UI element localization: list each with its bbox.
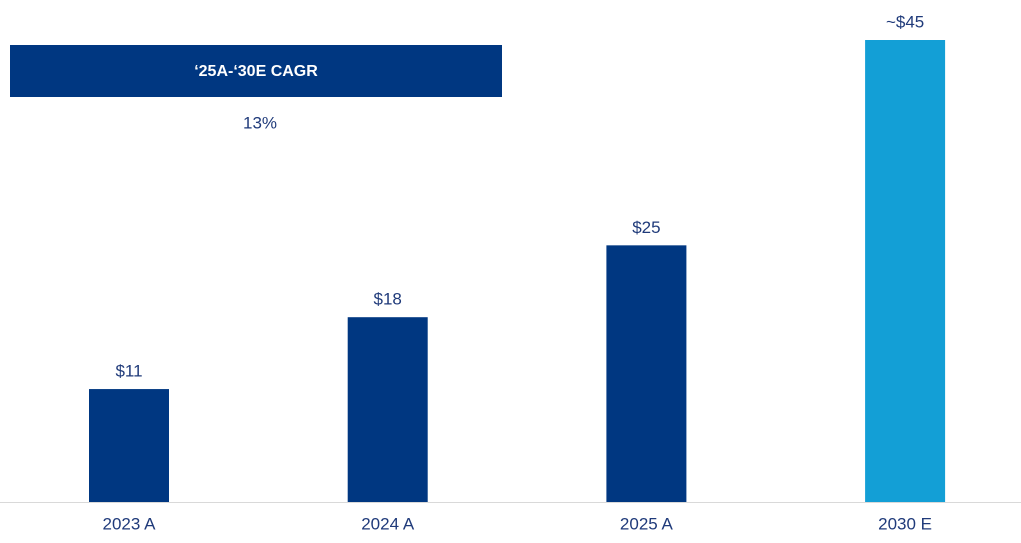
- x-tick-label: 2023 A: [103, 514, 157, 533]
- bar: [89, 389, 169, 502]
- bar: [865, 40, 946, 502]
- annotation-title: ‘25A-‘30E CAGR: [194, 63, 318, 80]
- value-label: $18: [374, 290, 402, 309]
- bar: [606, 245, 687, 503]
- x-tick-label: 2024 A: [361, 514, 415, 533]
- bar: [347, 317, 428, 502]
- annotation-value: 13%: [243, 113, 277, 132]
- value-label: ~$45: [886, 12, 924, 31]
- value-label: $25: [632, 218, 660, 237]
- annotation-box: [10, 45, 502, 97]
- x-tick-label: 2025 A: [620, 514, 674, 533]
- x-tick-label: 2030 E: [878, 514, 932, 533]
- value-label: $11: [115, 362, 142, 381]
